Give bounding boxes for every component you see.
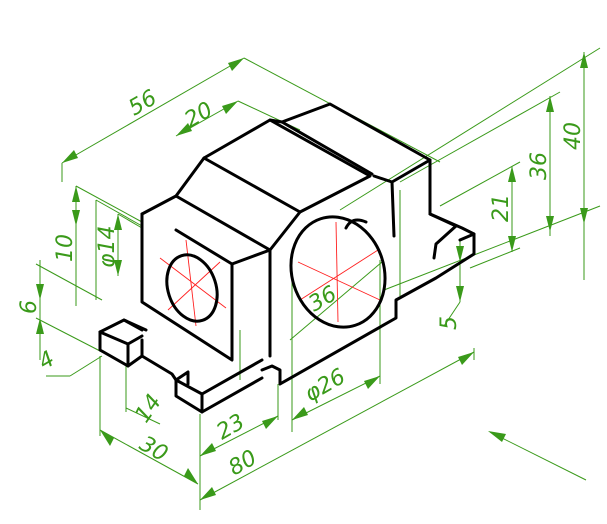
dim-14-label: 14 <box>130 390 167 427</box>
view-direction-arrow <box>488 431 587 481</box>
dimension-arrowheads <box>36 52 588 500</box>
dim-23-label: 23 <box>213 410 250 446</box>
dim-phi14-label: φ14 <box>95 225 120 268</box>
dim-10-label: 10 <box>53 234 78 262</box>
dim-80-label: 80 <box>225 446 262 482</box>
dim-36-vertical-label: 36 <box>527 152 552 180</box>
dim-56-label: 56 <box>125 86 162 122</box>
small-bore <box>165 253 219 323</box>
bore-holes <box>165 215 387 329</box>
dim-phi26-label: φ26 <box>301 364 350 407</box>
dimension-lines <box>35 47 601 510</box>
dim-21-label: 21 <box>489 194 514 222</box>
dim-40-label: 40 <box>561 122 586 150</box>
dim-30-label: 30 <box>135 432 172 468</box>
dim-6-label: 6 <box>17 300 42 314</box>
part-outline <box>98 102 476 414</box>
dimension-labels: 56 20 40 36 21 10 φ14 6 4 36 5 φ26 14 23… <box>17 86 586 482</box>
bore-notch <box>344 218 368 230</box>
large-bore <box>289 215 387 329</box>
dim-4-label: 4 <box>35 347 60 376</box>
dim-5-label: 5 <box>437 316 462 330</box>
